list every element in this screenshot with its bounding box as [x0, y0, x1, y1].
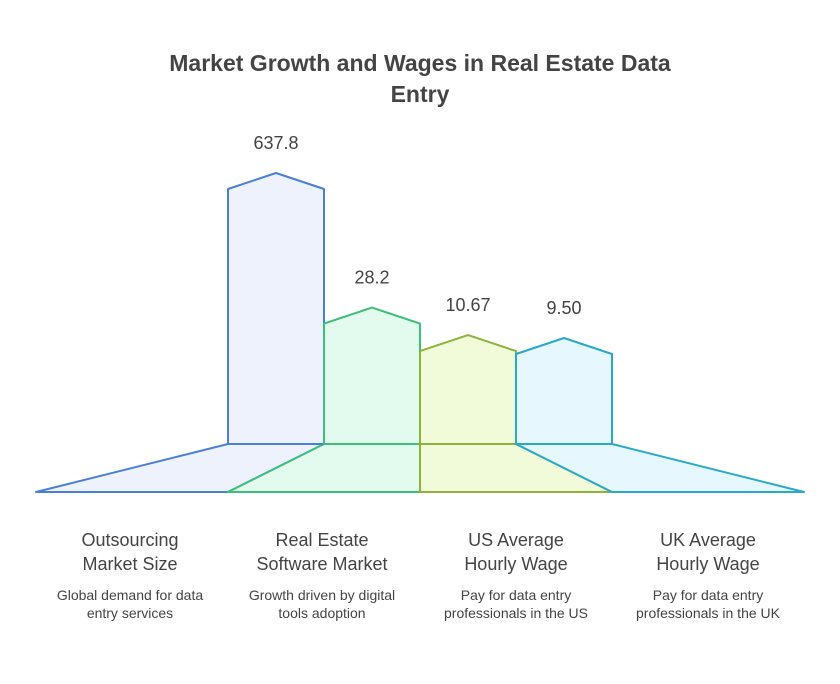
- chart-title: Market Growth and Wages in Real Estate D…: [0, 48, 840, 110]
- category-label-line: UK Average: [660, 530, 756, 550]
- category-description-line: professionals in the UK: [636, 605, 780, 621]
- category-description-line: tools adoption: [278, 605, 366, 621]
- bar-us-wage: [419, 334, 517, 445]
- category-us-wage: US Average Hourly Wage Pay for data entr…: [421, 528, 611, 622]
- value-label-real-estate-software: 28.2: [354, 268, 389, 288]
- category-label: Real Estate Software Market: [227, 528, 417, 576]
- bar-real-estate-software: [323, 306, 421, 445]
- value-label-us-wage: 10.67: [445, 295, 490, 315]
- value-labels: 637.8 28.2 10.67 9.50: [253, 133, 581, 318]
- category-outsourcing: Outsourcing Market Size Global demand fo…: [35, 528, 225, 622]
- category-description-line: professionals in the US: [444, 605, 588, 621]
- category-description: Pay for data entry professionals in the …: [613, 586, 803, 622]
- category-label-line: Market Size: [82, 554, 178, 574]
- category-label-line: Outsourcing: [81, 530, 179, 550]
- value-label-uk-wage: 9.50: [546, 298, 581, 318]
- category-description-line: Pay for data entry: [460, 587, 572, 603]
- category-label-line: Hourly Wage: [656, 554, 760, 574]
- category-uk-wage: UK Average Hourly Wage Pay for data entr…: [613, 528, 803, 622]
- bars: [227, 172, 613, 445]
- category-description-line: entry services: [86, 605, 174, 621]
- bar-bases: [35, 443, 805, 493]
- bar-outsourcing: [227, 172, 325, 445]
- category-label-line: US Average: [468, 530, 564, 550]
- bar-uk-wage: [515, 337, 613, 445]
- category-label-line: Software Market: [256, 554, 388, 574]
- chart-title-line-1: Market Growth and Wages in Real Estate D…: [169, 50, 671, 76]
- value-label-outsourcing: 637.8: [253, 133, 298, 153]
- category-description: Global demand for data entry services: [35, 586, 225, 622]
- category-label: Outsourcing Market Size: [35, 528, 225, 576]
- category-real-estate-software: Real Estate Software Market Growth drive…: [227, 528, 417, 622]
- category-label: UK Average Hourly Wage: [613, 528, 803, 576]
- category-label-line: Real Estate: [275, 530, 369, 550]
- category-label-line: Hourly Wage: [464, 554, 568, 574]
- category-description: Growth driven by digital tools adoption: [227, 586, 417, 622]
- category-label: US Average Hourly Wage: [421, 528, 611, 576]
- category-description-line: Growth driven by digital: [248, 587, 396, 603]
- category-description-line: Global demand for data: [56, 587, 204, 603]
- chart-title-line-2: Entry: [390, 81, 450, 107]
- category-description: Pay for data entry professionals in the …: [421, 586, 611, 622]
- category-description-line: Pay for data entry: [652, 587, 764, 603]
